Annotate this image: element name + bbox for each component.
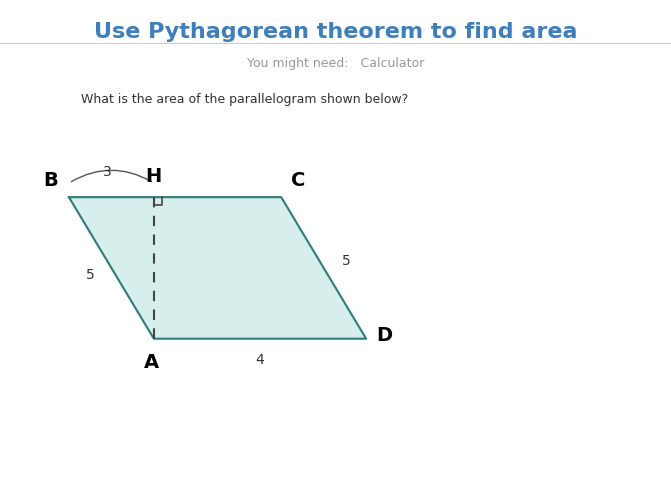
Text: 5: 5 (86, 268, 95, 282)
Text: C: C (291, 171, 305, 190)
Text: D: D (376, 326, 392, 345)
Text: 5: 5 (342, 254, 351, 268)
Text: A: A (144, 353, 158, 372)
Text: 3: 3 (103, 165, 111, 179)
Text: You might need:   Calculator: You might need: Calculator (247, 58, 424, 70)
Text: 4: 4 (256, 353, 264, 367)
Text: What is the area of the parallelogram shown below?: What is the area of the parallelogram sh… (81, 92, 408, 106)
Text: Use Pythagorean theorem to find area: Use Pythagorean theorem to find area (94, 22, 577, 42)
Text: B: B (43, 171, 58, 190)
Polygon shape (69, 197, 366, 338)
Text: H: H (146, 167, 162, 186)
